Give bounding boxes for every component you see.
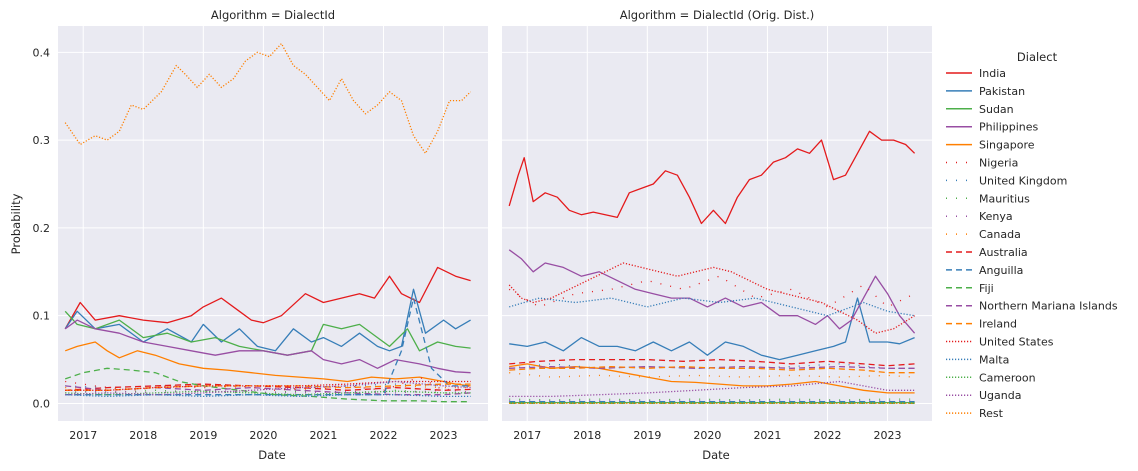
plot-area-right xyxy=(502,26,932,421)
legend-label: Singapore xyxy=(979,139,1035,152)
legend-label: United Kingdom xyxy=(979,174,1067,187)
series-line-ireland xyxy=(509,365,915,374)
legend-label: Kenya xyxy=(979,210,1013,223)
series-line-india xyxy=(64,266,471,330)
legend-item-kenya: Kenya xyxy=(946,210,1013,223)
y-ticks-left: 0.0 0.1 0.2 0.3 0.4 xyxy=(33,46,51,410)
x-tick-label: 2019 xyxy=(189,429,217,442)
y-tick-label: 0.3 xyxy=(33,134,51,147)
x-tick-label: 2017 xyxy=(513,429,541,442)
series-line-fiji xyxy=(64,367,471,403)
legend-item-philippines: Philippines xyxy=(946,121,1039,134)
legend-label: Malta xyxy=(979,353,1009,366)
panel-dialectid: 2017 2018 2019 2020 2021 2022 2023 0.00.10.20.… xyxy=(9,8,488,462)
legend-item-united-kingdom: United Kingdom xyxy=(946,174,1067,187)
series-line-australia xyxy=(509,358,915,367)
legend-item-malta: Malta xyxy=(946,353,1009,366)
legend-label: Fiji xyxy=(979,282,994,295)
legend-label: Canada xyxy=(979,228,1021,241)
legend-item-rest: Rest xyxy=(946,407,1004,420)
y-tick-label: 0.2 xyxy=(33,222,51,235)
x-tick-label: 2018 xyxy=(129,429,157,442)
legend-item-canada: Canada xyxy=(946,228,1021,241)
x-tick-label: 2022 xyxy=(370,429,398,442)
x-tick-label: 2021 xyxy=(309,429,337,442)
x-tick-label: 2021 xyxy=(753,429,781,442)
x-ticks-right: 2017 2018 2019 2020 2021 2022 2023 xyxy=(513,429,901,442)
y-tick-label: 0.1 xyxy=(33,310,51,323)
series-line-pakistan xyxy=(509,297,915,361)
x-tick-label: 2022 xyxy=(814,429,842,442)
x-axis-label-left: Date xyxy=(258,448,286,462)
legend-items: India Pakistan Sudan Philippines Singapore Ni… xyxy=(946,67,1118,420)
series-line-india xyxy=(508,130,916,225)
legend: Dialect India Pakistan Sudan Philippines Sin… xyxy=(946,50,1118,420)
legend-label: Pakistan xyxy=(979,85,1025,98)
legend-item-cameroon: Cameroon xyxy=(946,371,1036,384)
legend-item-australia: Australia xyxy=(946,246,1028,259)
legend-label: Rest xyxy=(979,407,1004,420)
x-tick-label: 2017 xyxy=(69,429,97,442)
series-line-kenya xyxy=(65,389,471,394)
series-line-malta xyxy=(509,297,915,317)
legend-label: United States xyxy=(979,336,1054,349)
legend-item-anguilla: Anguilla xyxy=(946,264,1023,277)
x-tick-label: 2019 xyxy=(633,429,661,442)
legend-item-india: India xyxy=(946,67,1006,80)
legend-item-sudan: Sudan xyxy=(946,103,1014,116)
series-lines-left xyxy=(64,42,472,403)
panel-dialectid-orig-dist: 2017 2018 2019 2020 2021 2022 2023 Algorithm =… xyxy=(502,8,932,462)
series-line-mauritius xyxy=(509,398,915,401)
legend-label: Anguilla xyxy=(979,264,1023,277)
series-line-philippines xyxy=(508,249,916,334)
legend-item-mauritius: Mauritius xyxy=(946,192,1030,205)
x-tick-label: 2020 xyxy=(249,429,277,442)
series-line-singapore xyxy=(64,341,471,387)
legend-item-pakistan: Pakistan xyxy=(946,85,1025,98)
x-tick-label: 2020 xyxy=(693,429,721,442)
legend-item-ireland: Ireland xyxy=(946,318,1017,331)
series-line-uganda xyxy=(509,380,915,398)
legend-label: Ireland xyxy=(979,318,1017,331)
y-tick-label: 0.0 xyxy=(33,397,51,410)
series-line-canada xyxy=(509,372,915,378)
panel-title-right: Algorithm = DialectId (Orig. Dist.) xyxy=(620,8,815,22)
legend-label: Cameroon xyxy=(979,371,1036,384)
legend-item-united-states: United States xyxy=(946,336,1054,349)
x-tick-label: 2023 xyxy=(430,429,458,442)
panel-title-left: Algorithm = DialectId xyxy=(211,8,335,22)
legend-label: Philippines xyxy=(979,121,1039,134)
grid-left xyxy=(58,26,488,421)
series-line-rest xyxy=(64,42,472,154)
x-ticks-left: 2017 2018 2019 2020 2021 2022 2023 xyxy=(69,429,457,442)
legend-label: Northern Mariana Islands xyxy=(979,300,1118,313)
x-tick-label: 2018 xyxy=(573,429,601,442)
legend-item-nigeria: Nigeria xyxy=(946,157,1018,170)
legend-item-uganda: Uganda xyxy=(946,389,1021,402)
legend-label: Mauritius xyxy=(979,192,1030,205)
legend-label: Australia xyxy=(979,246,1028,259)
series-line-philippines xyxy=(64,319,471,374)
series-line-uganda xyxy=(65,380,471,396)
x-tick-label: 2023 xyxy=(874,429,902,442)
series-line-northern-mariana-islands xyxy=(509,365,915,369)
series-line-australia xyxy=(65,383,471,391)
series-lines-right xyxy=(508,130,916,405)
legend-label: Nigeria xyxy=(979,157,1018,170)
legend-label: Sudan xyxy=(979,103,1014,116)
legend-item-fiji: Fiji xyxy=(946,282,994,295)
legend-label: India xyxy=(979,67,1006,80)
x-axis-label-right: Date xyxy=(702,448,730,462)
legend-item-singapore: Singapore xyxy=(946,139,1035,152)
series-line-united-states xyxy=(65,380,471,391)
legend-title: Dialect xyxy=(1017,50,1058,64)
y-axis-label: Probability xyxy=(9,193,23,254)
series-line-malta xyxy=(65,394,471,398)
plot-area-left xyxy=(58,26,488,421)
legend-label: Uganda xyxy=(979,389,1021,402)
legend-item-northern-mariana-islands: Northern Mariana Islands xyxy=(946,300,1118,313)
y-tick-label: 0.4 xyxy=(33,46,51,59)
